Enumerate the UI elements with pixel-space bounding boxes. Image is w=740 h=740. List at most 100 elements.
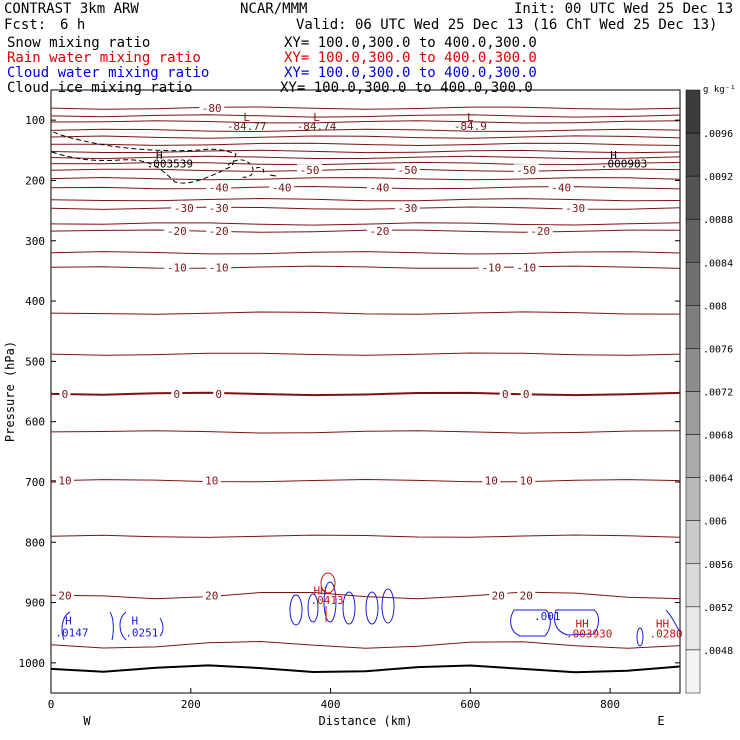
colorbar-segment [685,434,701,478]
isotherm-line [50,478,681,483]
marker-layer: L-84.77L-84.74L-84.9H.003539H.000983H.01… [55,111,682,640]
isotherm-line [50,120,681,124]
x-tick-label: 0 [48,698,55,711]
isotherm-label-bg [206,261,232,274]
colorbar-segment [685,348,701,392]
isotherm-label: -50 [516,164,536,177]
colorbar: .0096 .0092 .0088 .0084 .008 .0076 .0072 .0068.… [685,85,736,694]
colorbar-segment [685,477,701,521]
cloud-ice-contour [255,167,265,176]
y-tick-label: 600 [25,416,45,429]
isotherm-line [50,391,681,397]
isotherm-label-bg [366,181,392,194]
isotherm-label: -30 [397,202,417,215]
isotherm-label-bg [171,202,197,215]
isotherm-label-bg [499,387,511,400]
isotherm-line [50,149,681,154]
isotherm-label-bg [213,387,225,400]
isotherm-label-bg [202,474,221,487]
isotherm-layer: -80 -50 -50 -50 -40 -40 -40 -40 -30 -30 -30 -30 -20 -… [50,102,681,674]
field-snow: Snow mixing ratio [7,35,151,51]
y-axis-label: Pressure (hPa) [3,341,17,442]
isotherm-label-bg [513,261,539,274]
isotherm-line [50,251,681,255]
cloud-water-contours [61,581,681,647]
isotherm-line [50,197,681,202]
colorbar-label: .008 [703,301,727,312]
isotherm-label: -10 [167,261,187,274]
y-tick-label: 400 [25,295,45,308]
isotherm-label: -20 [530,225,550,238]
org-label: NCAR/MMM [240,1,308,17]
isotherm-label-bg [548,181,574,194]
hydrometeor-layer [51,131,681,647]
colorbar-label: .0092 [703,172,733,183]
field-rain-xy: XY= 100.0,300.0 to 400.0,300.0 [284,50,537,66]
isotherm-label: 10 [205,475,218,488]
isotherm-label: 10 [485,475,498,488]
isotherm-label: 10 [58,475,71,488]
extremum-label: -84.9 [454,120,487,133]
isotherm-line [50,106,681,110]
isotherm-label: 0 [523,388,530,401]
extremum-label: -84.74 [297,120,337,133]
isotherm-line [50,135,681,139]
extremum-label: H [610,149,617,162]
isotherm-label: 20 [520,589,533,602]
field-rain: Rain water mixing ratio [7,50,201,66]
colorbar-units: g kg⁻¹ [703,85,736,95]
isotherm-label: -10 [209,261,229,274]
rain-contours [320,572,336,622]
x-tick-label: 400 [321,698,341,711]
isotherm-label-bg [55,589,74,602]
colorbar-segment [685,89,701,134]
isotherm-label: 0 [62,388,69,401]
isotherm-label: -50 [300,164,320,177]
isotherm-label-bg [517,589,536,602]
colorbar-segment [685,175,701,220]
isotherm-label-bg [171,387,183,400]
colorbar-label: .0064 [703,474,733,485]
x-axis-label: Distance (km) [319,714,413,728]
isotherm-line [50,176,681,181]
y-tick-label: 800 [25,536,45,549]
isotherm-label: -30 [209,202,229,215]
isotherm-label-bg [164,261,190,274]
isotherm-label: -80 [202,102,222,115]
extremum-label: -84.77 [227,120,267,133]
extremum-label: .001 [534,610,561,623]
isotherm-label: -40 [272,182,292,195]
isotherm-label: 20 [58,589,71,602]
colorbar-label: .0056 [703,560,733,571]
isotherm-label-bg [199,102,225,115]
extremum-label: L [313,111,320,124]
y-tick-label: 1000 [19,657,46,670]
colorbar-segment [685,606,701,651]
field-cloud-ice-xy: XY= 100.0,300.0 to 400.0,300.0 [280,80,533,96]
y-tick-label: 900 [25,597,45,610]
cloud-ice-contour [227,159,254,178]
init-time: Init: 00 UTC Wed 25 Dec 13 [514,1,734,17]
isotherm-line [50,222,681,226]
colorbar-segment [685,563,701,608]
extremum-label: .0251 [125,627,158,640]
isotherm-line [50,128,681,133]
isotherm-label-bg [269,181,295,194]
colorbar-segment [685,305,701,349]
isotherm-label: 0 [173,388,180,401]
valid-time: Valid: 06 UTC Wed 25 Dec 13 (16 ChT Wed … [296,17,718,33]
extremum-label: .0280 [649,627,682,640]
colorbar-label: .0088 [703,215,733,226]
isotherm-label: 0 [215,388,222,401]
isotherm-label-bg [527,225,553,238]
extremum-label: .0413 [310,594,343,607]
isotherm-line [50,352,681,356]
extremum-label: H [156,149,163,162]
isotherm-label-bg [489,589,508,602]
extremum-label: .003930 [566,627,612,640]
colorbar-segment [685,218,701,263]
isotherm-line [50,155,681,160]
east-label: E [657,714,664,728]
isotherm-line [50,265,681,269]
